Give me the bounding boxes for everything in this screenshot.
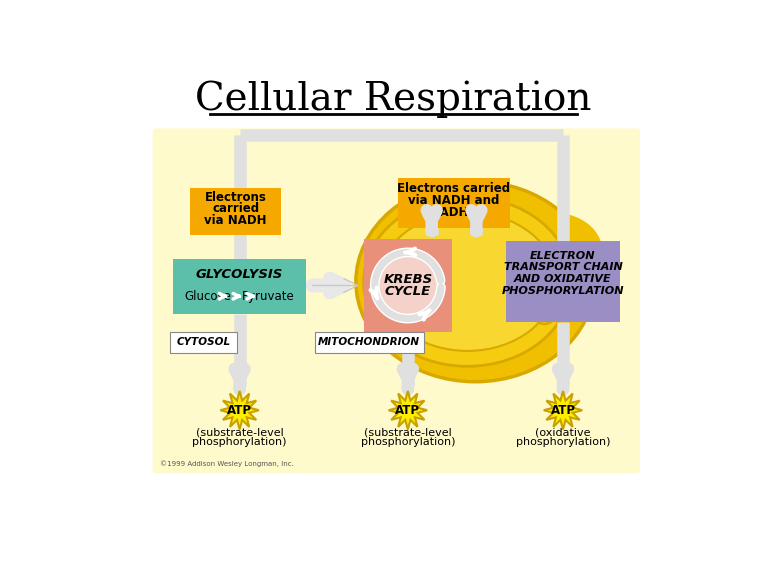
Polygon shape <box>220 391 259 430</box>
Text: Electrons: Electrons <box>205 191 266 204</box>
Text: (substrate-level: (substrate-level <box>364 427 452 438</box>
Polygon shape <box>389 391 427 430</box>
FancyBboxPatch shape <box>190 188 281 236</box>
Text: MITOCHONDRION: MITOCHONDRION <box>318 338 420 347</box>
Text: ATP: ATP <box>227 404 252 416</box>
FancyBboxPatch shape <box>174 259 306 314</box>
Text: PHOSPHORYLATION: PHOSPHORYLATION <box>502 286 624 296</box>
Polygon shape <box>544 391 582 430</box>
Text: ATP: ATP <box>551 404 575 416</box>
Ellipse shape <box>502 213 602 289</box>
Text: phosphorylation): phosphorylation) <box>516 437 611 447</box>
Text: Electrons carried: Electrons carried <box>398 183 511 195</box>
FancyBboxPatch shape <box>315 332 424 353</box>
Text: CYCLE: CYCLE <box>385 285 431 298</box>
Text: phosphorylation): phosphorylation) <box>192 437 287 447</box>
FancyBboxPatch shape <box>363 239 452 332</box>
Text: ELECTRON: ELECTRON <box>530 251 596 261</box>
Text: ©1999 Addison Wesley Longman, Inc.: ©1999 Addison Wesley Longman, Inc. <box>160 461 293 468</box>
Text: phosphorylation): phosphorylation) <box>361 437 455 447</box>
Text: CYTOSOL: CYTOSOL <box>177 338 230 347</box>
Text: AND OXIDATIVE: AND OXIDATIVE <box>515 274 612 284</box>
Ellipse shape <box>379 213 556 351</box>
Text: Cellular Respiration: Cellular Respiration <box>195 81 592 118</box>
Text: via NADH and: via NADH and <box>409 194 500 207</box>
Text: Pyruvate: Pyruvate <box>242 290 295 303</box>
Text: via NADH: via NADH <box>204 214 267 228</box>
FancyBboxPatch shape <box>399 177 510 228</box>
Text: FADH₂: FADH₂ <box>434 206 475 219</box>
Ellipse shape <box>356 181 594 382</box>
FancyBboxPatch shape <box>170 332 237 353</box>
Text: KREBS: KREBS <box>383 273 432 286</box>
Text: carried: carried <box>212 202 260 215</box>
Text: GLYCOLYSIS: GLYCOLYSIS <box>196 268 283 281</box>
Ellipse shape <box>363 197 571 366</box>
Text: TRANSPORT CHAIN: TRANSPORT CHAIN <box>504 263 622 272</box>
Text: (substrate-level: (substrate-level <box>196 427 283 438</box>
Text: Glucose: Glucose <box>184 290 231 303</box>
Text: (oxidative: (oxidative <box>535 427 591 438</box>
Ellipse shape <box>372 249 444 321</box>
Text: ATP: ATP <box>396 404 420 416</box>
FancyBboxPatch shape <box>506 241 620 321</box>
FancyBboxPatch shape <box>153 128 640 473</box>
